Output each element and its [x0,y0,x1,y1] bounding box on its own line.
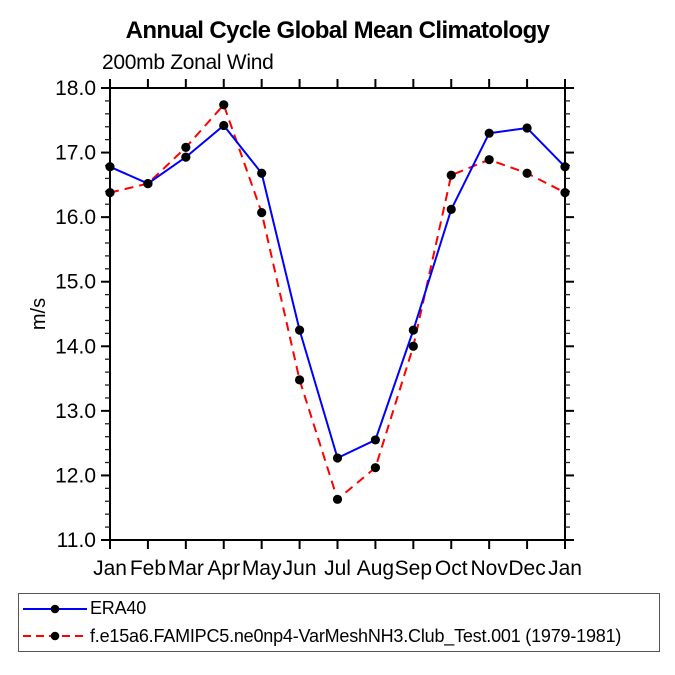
chart-subtitle: 200mb Zonal Wind [102,51,274,74]
y-axis-tick-label: 17.0 [55,142,96,165]
series-line-model [109,103,566,501]
data-point-marker [181,152,191,162]
data-point-marker [408,325,418,335]
data-point-marker [560,188,570,198]
y-axis-tick-label: 11.0 [57,529,96,552]
y-axis-tick-label: 13.0 [55,400,96,423]
x-axis-tick-label: Jan [548,557,582,580]
x-axis-tick-label: Aug [357,557,394,580]
data-point-marker [370,435,381,445]
y-axis-tick-label: 12.0 [55,464,96,487]
y-axis-tick-label: 16.0 [55,206,96,229]
data-point-marker [219,100,229,110]
era40-line-swatch [23,604,87,614]
data-point-marker [522,123,532,133]
legend-label-model: f.e15a6.FAMIPC5.ne0np4-VarMeshNH3.Club_T… [90,625,622,646]
legend-swatch-marker [50,631,60,641]
data-point-marker [219,120,229,131]
legend-label-era40: ERA40 [90,598,147,619]
data-point-marker [332,453,343,463]
legend-item-era40: ERA40 [23,596,659,621]
data-point-marker [294,375,305,385]
x-axis-tick-label: Jan [93,557,127,580]
legend-swatch-marker [50,604,60,614]
x-axis-tick-label: Nov [470,557,508,580]
model-line-swatch [23,631,87,641]
data-point-marker [484,155,494,165]
data-point-marker [143,178,153,189]
x-axis-tick-label: Oct [435,557,468,580]
data-point-marker [257,208,267,218]
legend-item-model: f.e15a6.FAMIPC5.ne0np4-VarMeshNH3.Club_T… [23,624,659,649]
chart-title: Annual Cycle Global Mean Climatology [125,17,550,44]
y-axis-tick-label: 18.0 [55,77,96,100]
data-point-marker [332,494,343,504]
data-point-marker [105,162,115,172]
data-point-marker [181,142,191,153]
data-point-marker [446,170,456,180]
x-axis-tick-label: Jun [283,557,317,580]
data-point-marker [105,188,115,198]
data-point-marker [560,162,570,172]
x-axis-tick-label: Mar [168,557,204,580]
legend-box: ERA40 f.e15a6.FAMIPC5.ne0np4-VarMeshNH3.… [18,593,660,652]
data-point-marker [257,168,267,178]
x-axis-tick-label: Jul [324,557,351,580]
data-point-marker [446,204,456,214]
data-point-marker [408,341,418,351]
data-point-marker [370,463,381,473]
series-line-era40 [109,124,566,459]
x-axis-tick-label: Dec [508,557,545,580]
data-point-marker [294,325,305,335]
y-axis-tick-label: 15.0 [55,271,96,294]
data-point-marker [484,128,494,138]
y-axis-tick-label: 14.0 [55,335,96,358]
x-axis-tick-label: Sep [395,557,432,580]
data-point-marker [522,168,532,178]
x-axis-tick-label: Feb [130,557,166,580]
x-axis-tick-label: Apr [207,557,240,580]
x-axis-tick-label: May [242,557,282,580]
